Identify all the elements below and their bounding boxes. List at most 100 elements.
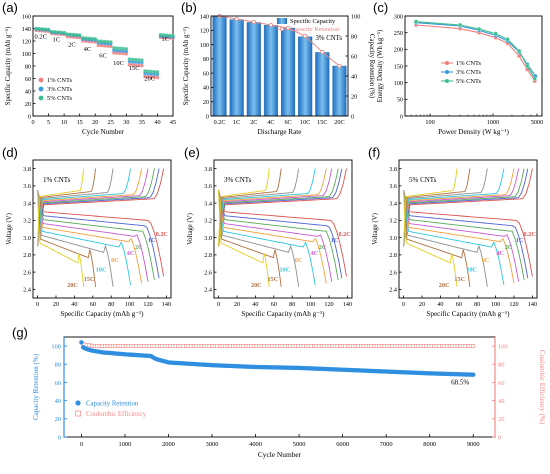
y-tick-label: 20 — [55, 416, 61, 423]
y-tick-label: 3.0 — [204, 235, 212, 242]
charge-curve — [403, 168, 525, 247]
data-point — [81, 36, 85, 40]
y-tick-label: 2.8 — [23, 252, 31, 259]
retention-point — [320, 49, 325, 55]
data-point — [525, 63, 530, 69]
x-tick-label: 10 — [61, 119, 67, 126]
charge-curve — [403, 168, 505, 247]
y2-tick-label: 80 — [498, 362, 504, 369]
retention-point — [79, 340, 84, 345]
curve-label: 2C — [319, 244, 327, 251]
x-tick-label: 2C — [250, 119, 257, 126]
data-point — [146, 69, 150, 73]
charge-curve — [37, 168, 85, 247]
x-tick-label: 0 — [402, 301, 405, 308]
plot-frame-f — [398, 159, 538, 299]
data-point — [140, 60, 144, 65]
x-tick-label: 6000 — [336, 441, 349, 448]
rate-label: 4C — [84, 46, 92, 53]
bar — [332, 65, 347, 117]
retention-point — [303, 33, 308, 39]
y2-tick-label: 20 — [351, 93, 357, 100]
x-axis-label: Specific Capacity (mAh g⁻¹) — [241, 310, 325, 318]
panel-c: 0 50 100 150 200 250 300 100 1000 5000 Power Densi… — [373, 0, 543, 136]
x-tick-label: 140 — [162, 301, 171, 308]
discharge-curve — [403, 190, 529, 279]
legend-marker — [445, 70, 449, 74]
discharge-curve — [218, 190, 316, 286]
discharge-curve — [37, 190, 131, 286]
y-tick-label: 2.6 — [204, 269, 212, 276]
data-point — [121, 46, 125, 51]
data-point — [121, 51, 125, 56]
y-tick-label: 2.4 — [204, 287, 212, 294]
retention-point — [337, 63, 342, 69]
data-point — [46, 27, 51, 32]
data-point — [165, 33, 169, 37]
data-point — [34, 26, 38, 31]
charge-curve — [218, 168, 347, 247]
y-tick-label: 3.2 — [389, 218, 397, 225]
charge-curve — [218, 168, 339, 247]
y-tick-label: 3.0 — [23, 235, 31, 242]
charge-curve — [218, 168, 333, 247]
y2-tick-label: 0 — [351, 113, 354, 120]
data-point — [96, 39, 101, 43]
x-axis-label: Cycle Number — [258, 450, 302, 459]
data-point — [130, 60, 135, 64]
y-tick-label: 3.6 — [204, 183, 212, 190]
curve-label: 4C — [310, 250, 318, 257]
data-point — [59, 30, 63, 35]
y-tick-label: 100 — [200, 42, 209, 49]
curve-label: 6C — [111, 257, 119, 264]
y-tick-label: 40 — [25, 88, 31, 95]
curve-label: 2C — [135, 244, 143, 251]
data-point — [146, 72, 150, 76]
y2-tick-label: 0 — [498, 434, 501, 441]
series-line — [416, 21, 536, 79]
data-point — [152, 70, 157, 74]
data-point — [112, 51, 116, 55]
y-axis-label: Voltage (V) — [372, 213, 379, 245]
data-point — [40, 27, 45, 31]
data-point — [118, 46, 122, 51]
charge-curve — [37, 168, 149, 247]
x-tick-label: 100 — [125, 301, 134, 308]
x-axis-label: Discharge Rate — [258, 128, 302, 136]
y-tick-label: 250 — [394, 30, 403, 37]
discharge-curve — [37, 190, 85, 287]
plot-frame-d — [32, 159, 172, 299]
y-tick-label: 3.4 — [389, 200, 397, 207]
data-point — [127, 59, 132, 64]
discharge-curve — [403, 190, 488, 287]
discharge-curve — [403, 190, 515, 284]
data-point — [171, 34, 175, 38]
y-tick-label: 60 — [55, 380, 61, 387]
plot-frame-b — [210, 15, 349, 117]
y2-tick-label: 60 — [351, 53, 357, 60]
curve-label: 4C — [127, 250, 135, 257]
rate-label: 1C — [161, 36, 169, 43]
y-tick-label: 2.4 — [23, 287, 31, 294]
charge-curve — [403, 168, 515, 247]
x-tick-label: 2000 — [162, 441, 175, 448]
y-tick-label: 2.4 — [389, 287, 397, 294]
panel-a: 0 20 40 60 80 100 120 140 160 0 5 10 15 20 25 30 35 40 45 C… — [2, 0, 176, 136]
data-point — [457, 22, 463, 28]
data-point — [149, 69, 153, 74]
data-point — [505, 37, 510, 42]
legend-label: 1% CNTs — [47, 77, 72, 84]
y-tick-label: 3.6 — [389, 183, 397, 190]
charge-curve — [218, 168, 327, 247]
y-tick-label: 0 — [400, 113, 403, 120]
discharge-curve — [37, 190, 114, 287]
data-point — [158, 33, 163, 37]
y2-tick-label: 40 — [351, 73, 357, 80]
y2-axis-label: Capacity Retention (%) — [368, 34, 375, 98]
legend-marker — [445, 61, 449, 65]
charge-curve — [218, 168, 300, 247]
curve-label: 4C — [496, 250, 504, 257]
bar — [281, 27, 296, 117]
discharge-curve — [403, 190, 525, 280]
